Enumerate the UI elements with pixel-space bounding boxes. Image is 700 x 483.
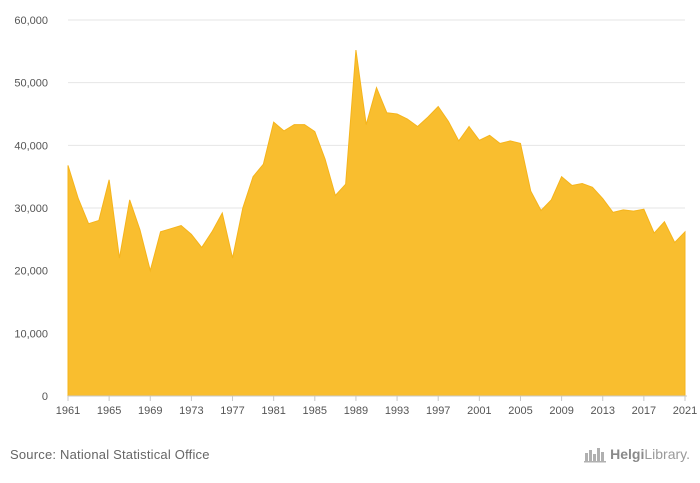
x-tick-label: 1977 (220, 405, 244, 417)
x-tick-label: 1989 (344, 405, 368, 417)
x-tick-label: 2001 (467, 405, 491, 417)
brand-name-rest: Library. (644, 446, 690, 462)
source-note: Source: National Statistical Office (10, 447, 210, 462)
brand-name: HelgiLibrary. (610, 446, 690, 462)
x-tick-label: 1985 (303, 405, 327, 417)
x-tick-label: 2009 (549, 405, 573, 417)
x-tick-label: 2021 (673, 405, 697, 417)
footer: Source: National Statistical Office Helg… (0, 439, 700, 483)
x-tick-label: 1973 (179, 405, 203, 417)
x-tick-label: 1981 (261, 405, 285, 417)
x-tick-label: 1993 (385, 405, 409, 417)
x-tick-label: 2013 (590, 405, 614, 417)
x-tick-label: 1997 (426, 405, 450, 417)
area-fill (67, 50, 686, 397)
helgi-library-logo-icon (584, 448, 607, 463)
y-tick-label: 10,000 (14, 328, 48, 340)
y-tick-label: 0 (42, 391, 48, 403)
y-tick-label: 40,000 (14, 140, 48, 152)
y-tick-label: 60,000 (14, 15, 48, 27)
x-tick-label: 1965 (97, 405, 121, 417)
x-tick-label: 1961 (56, 405, 80, 417)
axes (67, 395, 687, 401)
y-tick-label: 30,000 (14, 203, 48, 215)
area-series (67, 50, 686, 397)
x-axis-tick-labels: 1961 1965 1969 1973 1977 1981 1985 1989 1993 1997… (56, 405, 697, 417)
chart-area: 0 10,000 20,000 30,000 40,000 50,000 60,000 19… (14, 15, 697, 417)
x-tick-label: 2017 (632, 405, 656, 417)
brand-logo[interactable]: HelgiLibrary. (584, 445, 690, 463)
x-tick-label: 1969 (138, 405, 162, 417)
y-axis-tick-labels: 0 10,000 20,000 30,000 40,000 50,000 60,000 (14, 15, 48, 403)
y-tick-label: 50,000 (14, 78, 48, 90)
x-tick-label: 2005 (508, 405, 532, 417)
area-chart: 0 10,000 20,000 30,000 40,000 50,000 60,000 19… (14, 15, 697, 417)
y-tick-label: 20,000 (14, 266, 48, 278)
brand-name-bold: Helgi (610, 446, 645, 462)
